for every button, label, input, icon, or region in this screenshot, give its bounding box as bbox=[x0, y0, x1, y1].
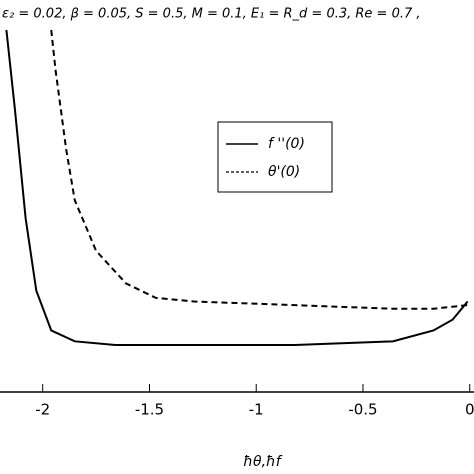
x-tick-label: -1.5 bbox=[135, 401, 164, 419]
legend-box bbox=[217, 121, 333, 193]
chart-title: ε₂ = 0.02, β = 0.05, S = 0.5, M = 0.1, E… bbox=[2, 7, 421, 22]
x-axis-label: ħθ,ħf bbox=[243, 454, 282, 470]
x-tick-label: -2 bbox=[35, 401, 50, 419]
line bbox=[5, 29, 469, 346]
x-tick-label: -1 bbox=[249, 401, 264, 419]
legend-label: f ''(0) bbox=[268, 136, 305, 152]
legend-label: θ'(0) bbox=[268, 164, 300, 180]
x-tick-label: -0.5 bbox=[348, 401, 377, 419]
x-tick-label: 0 bbox=[465, 401, 474, 419]
